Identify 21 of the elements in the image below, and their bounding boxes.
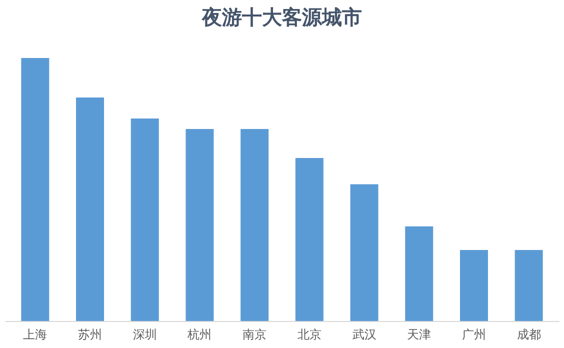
bar	[240, 129, 269, 321]
x-tick-label: 广州	[462, 328, 486, 342]
bar	[350, 184, 378, 321]
x-tick-label: 苏州	[78, 328, 102, 342]
x-tick-label: 深圳	[132, 328, 157, 342]
chart-title: 夜游十大客源城市	[201, 6, 362, 29]
x-tick-label: 杭州	[186, 328, 212, 342]
x-tick-label: 武汉	[352, 328, 376, 342]
bar	[76, 97, 104, 321]
bar	[514, 250, 543, 321]
bar	[460, 250, 488, 321]
x-tick-label: 北京	[297, 328, 322, 342]
x-tick-label: 上海	[23, 328, 48, 342]
x-tick-label: 南京	[242, 328, 267, 342]
bar	[405, 226, 434, 321]
bar	[130, 118, 159, 321]
bar	[21, 58, 50, 321]
x-tick-label: 天津	[407, 328, 432, 342]
bar	[295, 158, 324, 321]
x-tick-label: 成都	[516, 328, 541, 342]
bar	[186, 129, 214, 321]
